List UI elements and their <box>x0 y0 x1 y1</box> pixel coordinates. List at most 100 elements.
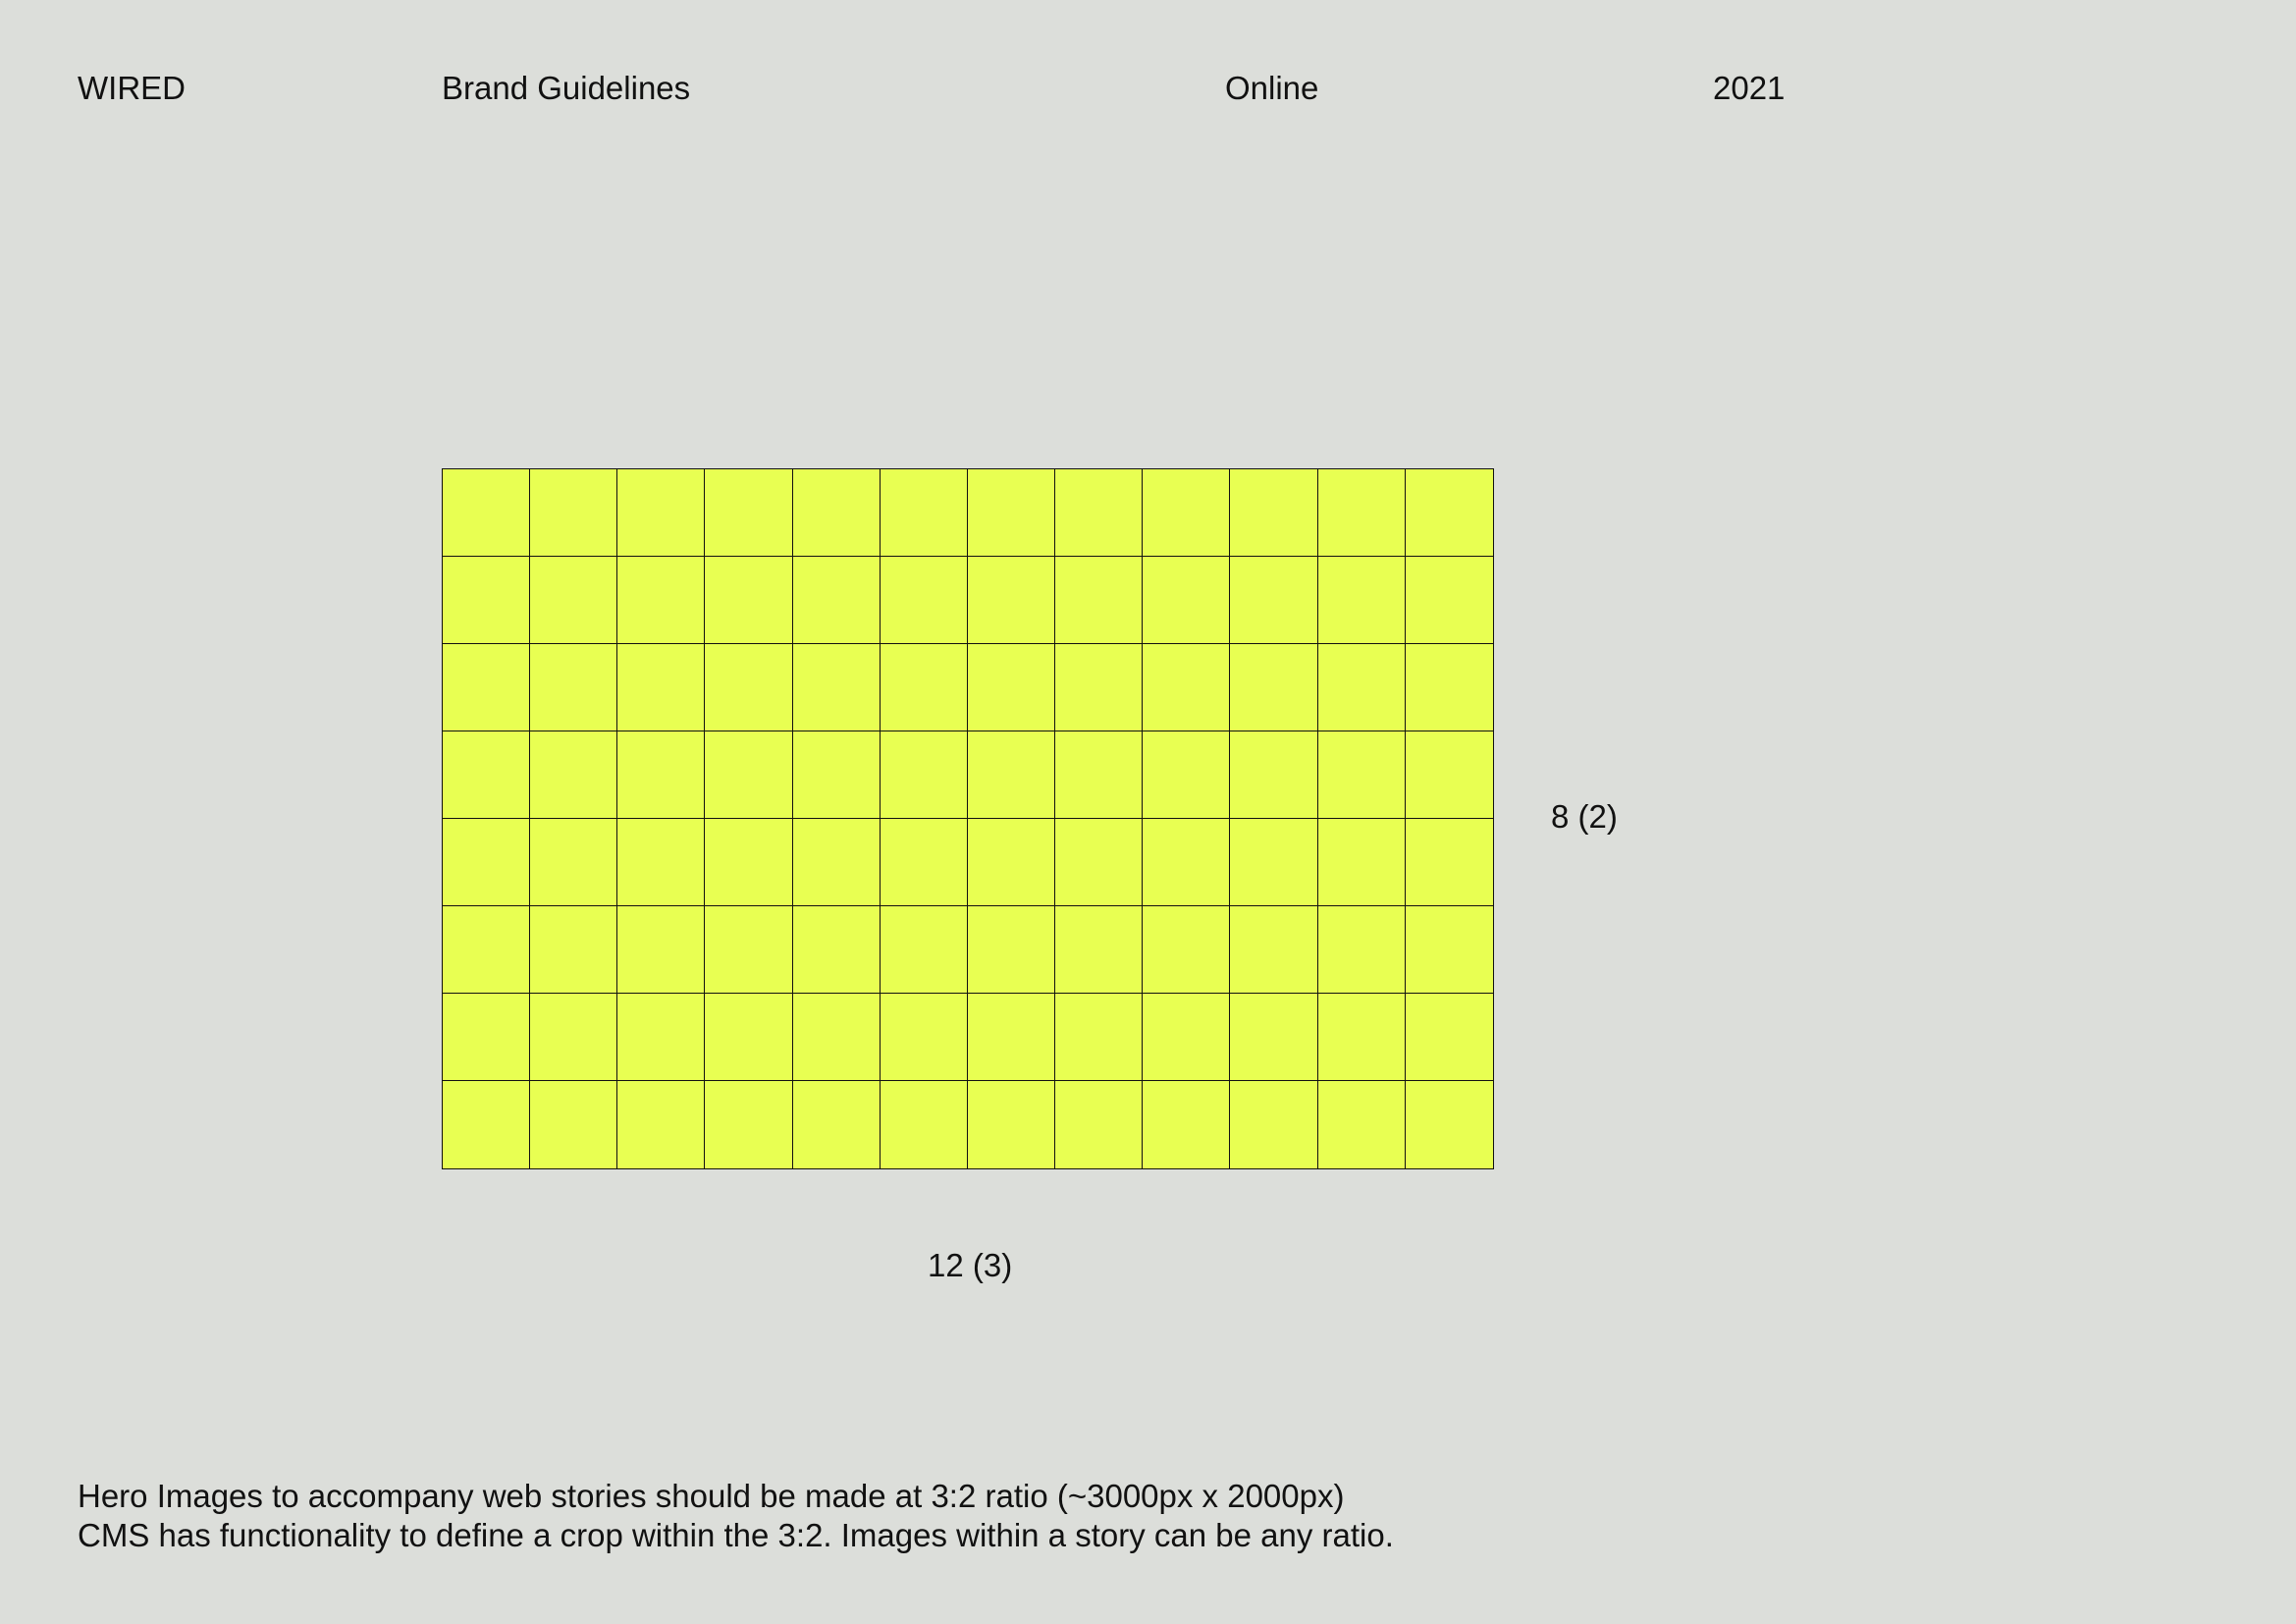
grid-cell <box>1055 819 1144 906</box>
grid-cell <box>1405 994 1493 1081</box>
grid-cell <box>792 644 881 731</box>
grid-cell <box>443 731 531 819</box>
grid-cell <box>1317 819 1406 906</box>
grid-cell <box>1405 731 1493 819</box>
grid-cell <box>881 1081 968 1168</box>
document-category: Online <box>1225 70 1319 106</box>
grid-cell <box>1317 994 1406 1081</box>
grid-cell <box>1055 1081 1144 1168</box>
grid-cell <box>617 1081 706 1168</box>
grid-cell <box>443 819 531 906</box>
grid-cell <box>967 994 1056 1081</box>
grid-cell <box>1055 469 1144 557</box>
grid-cell <box>1055 644 1144 731</box>
grid-cell <box>443 557 531 644</box>
grid-cell <box>1143 994 1231 1081</box>
grid-cell <box>530 644 618 731</box>
grid-cell <box>967 819 1056 906</box>
body-text-line-2: CMS has functionality to define a crop w… <box>78 1517 1394 1553</box>
grid-cell <box>530 819 618 906</box>
grid-cell <box>705 731 793 819</box>
grid-cell <box>792 994 881 1081</box>
grid-cell <box>617 819 706 906</box>
grid-cell <box>530 469 618 557</box>
grid-cell <box>1230 1081 1318 1168</box>
document-year: 2021 <box>1713 70 1786 106</box>
grid-cell <box>792 557 881 644</box>
grid-cell <box>1230 557 1318 644</box>
grid-cell <box>968 1081 1056 1168</box>
grid-cell <box>880 731 968 819</box>
grid-cell <box>443 994 531 1081</box>
grid-cell <box>1143 906 1231 994</box>
grid-cell <box>705 994 793 1081</box>
grid-cell <box>705 906 793 994</box>
grid-cell <box>705 1081 793 1168</box>
grid-cell <box>617 906 706 994</box>
rows-label: 8 (2) <box>1551 798 1618 835</box>
grid-cell <box>1055 906 1144 994</box>
grid-cell <box>1143 1081 1231 1168</box>
grid-cell <box>1405 819 1493 906</box>
grid-cell <box>1405 644 1493 731</box>
grid-cell <box>617 994 706 1081</box>
grid-cell <box>1055 557 1144 644</box>
grid-cell <box>1317 906 1406 994</box>
grid-cell <box>792 731 881 819</box>
grid-cell <box>530 906 618 994</box>
grid-cell <box>705 469 793 557</box>
grid-cell <box>1317 644 1406 731</box>
grid-cell <box>792 469 881 557</box>
grid-cell <box>1143 557 1231 644</box>
grid-cell <box>617 644 706 731</box>
grid-cell <box>617 557 706 644</box>
brand-name: WIRED <box>78 70 186 106</box>
grid-cell <box>1317 469 1406 557</box>
document-section: Brand Guidelines <box>442 70 691 106</box>
grid-cell <box>967 469 1056 557</box>
grid-cell <box>967 731 1056 819</box>
grid-cell <box>705 644 793 731</box>
grid-cell <box>1055 731 1144 819</box>
grid-cell <box>443 469 531 557</box>
grid-cell <box>443 1081 531 1168</box>
grid-cell <box>1317 731 1406 819</box>
grid-cell <box>530 557 618 644</box>
grid-cell <box>792 906 881 994</box>
grid-cell <box>1143 819 1231 906</box>
grid-cell <box>967 906 1056 994</box>
grid-cell <box>1405 906 1493 994</box>
grid-cell <box>1230 731 1318 819</box>
grid-cell <box>617 731 706 819</box>
grid-cell <box>793 1081 881 1168</box>
grid-cell <box>705 819 793 906</box>
grid-cell <box>705 557 793 644</box>
grid-cell <box>1318 1081 1406 1168</box>
grid-cell <box>1230 644 1318 731</box>
grid-cell <box>1230 906 1318 994</box>
grid-cell <box>530 1081 618 1168</box>
grid-cell <box>530 994 618 1081</box>
grid-cell <box>967 644 1056 731</box>
grid-cell <box>1143 644 1231 731</box>
grid-cell <box>1230 469 1318 557</box>
grid-cell <box>880 819 968 906</box>
grid-cell <box>1317 557 1406 644</box>
grid-cell <box>880 994 968 1081</box>
columns-label: 12 (3) <box>928 1247 1013 1283</box>
grid-cell <box>880 906 968 994</box>
hero-image-grid <box>442 468 1494 1169</box>
grid-cell <box>1230 819 1318 906</box>
grid-cell <box>530 731 618 819</box>
grid-cell <box>1406 1081 1493 1168</box>
grid-cell <box>1055 994 1144 1081</box>
grid-cell <box>617 469 706 557</box>
grid-cell <box>880 469 968 557</box>
grid-cell <box>967 557 1056 644</box>
grid-cell <box>1143 731 1231 819</box>
grid-cell <box>443 644 531 731</box>
grid-cell <box>1405 469 1493 557</box>
grid-cell <box>880 557 968 644</box>
body-text-line-1: Hero Images to accompany web stories sho… <box>78 1478 1345 1514</box>
grid-cell <box>1405 557 1493 644</box>
